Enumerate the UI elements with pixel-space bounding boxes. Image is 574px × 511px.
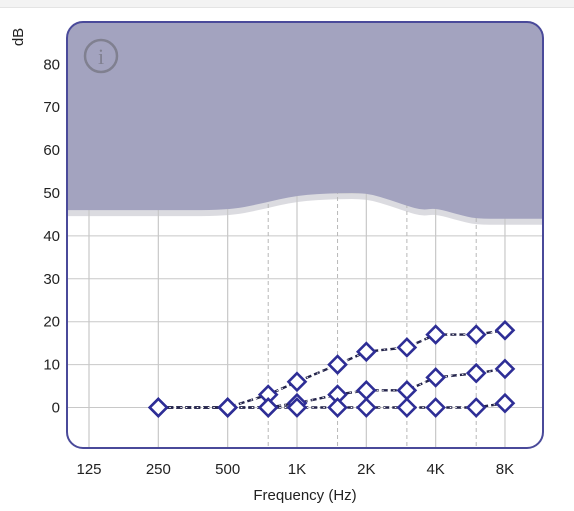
x-tick-label: 250	[146, 461, 171, 478]
x-tick-labels: 125 250 500 1K 2K 4K 8K	[76, 461, 514, 478]
data-point-marker	[465, 324, 487, 345]
x-tick-label: 125	[76, 461, 101, 478]
data-point-marker	[327, 354, 348, 375]
y-tick-label: 20	[43, 314, 60, 331]
info-icon[interactable]: i	[83, 38, 119, 74]
series-3	[147, 392, 516, 418]
data-point-marker	[465, 397, 487, 418]
data-point-marker	[465, 362, 487, 384]
y-tick-label: 60	[43, 142, 60, 159]
data-point-marker	[425, 397, 446, 418]
y-axis-label: dB	[10, 28, 27, 46]
data-point-marker	[396, 337, 418, 358]
y-tick-label: 80	[43, 56, 60, 73]
x-axis-label: Frequency (Hz)	[253, 487, 356, 504]
x-tick-label: 2K	[357, 461, 375, 478]
top-border-strip	[0, 0, 574, 8]
data-point-marker	[494, 319, 516, 341]
y-tick-label: 0	[52, 400, 60, 417]
y-tick-label: 10	[43, 357, 60, 374]
svg-text:i: i	[98, 44, 104, 69]
data-point-marker	[286, 371, 308, 393]
data-point-marker	[355, 341, 377, 363]
x-tick-label: 8K	[496, 461, 514, 478]
series-line-dots	[158, 402, 506, 408]
plot-frame	[66, 21, 544, 449]
data-point-marker	[147, 397, 169, 418]
plot-area	[67, 22, 543, 448]
y-tick-label: 50	[43, 185, 60, 202]
data-point-marker	[425, 324, 446, 345]
data-point-marker	[217, 397, 238, 418]
data-point-marker	[257, 397, 279, 418]
data-point-marker	[494, 358, 516, 380]
data-point-marker	[494, 392, 516, 414]
series-line	[158, 329, 506, 409]
x-tick-label: 4K	[426, 461, 444, 478]
y-tick-labels: 0 10 20 30 40 50 60 70 80	[43, 56, 60, 416]
data-point-marker	[396, 397, 418, 418]
shaded-region	[67, 22, 543, 219]
data-point-marker	[286, 397, 308, 418]
data-point-marker	[327, 397, 348, 418]
data-point-marker	[355, 397, 377, 418]
series-layer	[147, 319, 516, 418]
shaded-region-band	[67, 22, 543, 219]
data-point-marker	[425, 367, 446, 388]
series-line	[158, 367, 506, 409]
y-tick-label: 30	[43, 271, 60, 288]
y-tick-label: 70	[43, 99, 60, 116]
y-tick-label: 40	[43, 228, 60, 245]
x-tick-label: 500	[215, 461, 240, 478]
x-tick-label: 1K	[288, 461, 306, 478]
